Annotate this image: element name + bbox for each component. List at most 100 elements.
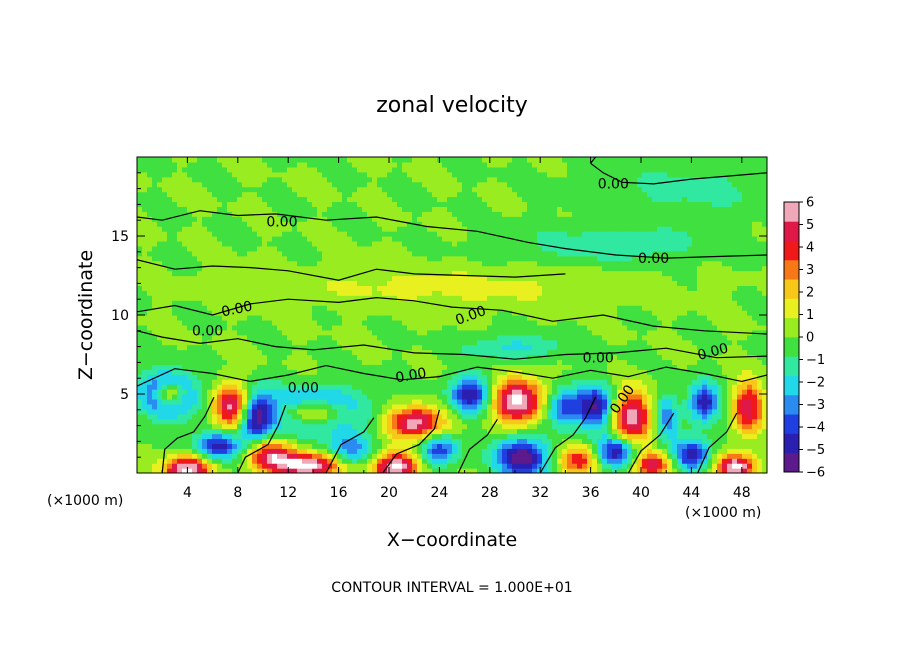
- heatmap-cell: [532, 423, 538, 430]
- heatmap-cell: [687, 418, 693, 425]
- heatmap-cell: [602, 349, 608, 356]
- heatmap-cell: [292, 458, 298, 464]
- heatmap-cell: [507, 428, 513, 435]
- heatmap-cell: [537, 290, 543, 296]
- heatmap-cell: [172, 463, 178, 469]
- heatmap-cell: [627, 398, 633, 405]
- heatmap-cell: [167, 389, 173, 395]
- heatmap-cell: [592, 324, 598, 331]
- heatmap-cell: [232, 468, 238, 473]
- heatmap-cell: [467, 408, 473, 415]
- heatmap-cell: [212, 458, 218, 464]
- heatmap-cell: [472, 290, 478, 296]
- heatmap-cell: [502, 349, 508, 356]
- heatmap-cell: [547, 379, 553, 385]
- heatmap-cell: [482, 295, 488, 301]
- heatmap-cell: [362, 443, 368, 449]
- heatmap-cell: [182, 300, 188, 306]
- heatmap-cell: [222, 339, 228, 346]
- heatmap-cell: [537, 300, 543, 306]
- heatmap-cell: [327, 428, 333, 435]
- heatmap-cell: [252, 324, 258, 331]
- heatmap-cell: [327, 339, 333, 346]
- heatmap-cell: [632, 339, 638, 346]
- heatmap-cell: [642, 280, 648, 286]
- heatmap-cell: [427, 468, 433, 473]
- heatmap-cell: [497, 300, 503, 306]
- heatmap-cell: [147, 394, 153, 400]
- heatmap-cell: [172, 408, 178, 415]
- heatmap-cell: [657, 334, 663, 341]
- heatmap-cell: [552, 295, 558, 301]
- heatmap-cell: [502, 369, 508, 375]
- heatmap-cell: [472, 369, 478, 375]
- heatmap-cell: [657, 413, 663, 420]
- heatmap-cell: [657, 324, 663, 331]
- heatmap-cell: [642, 344, 648, 351]
- heatmap-cell: [667, 463, 673, 469]
- heatmap-cell: [252, 443, 258, 449]
- heatmap-cell: [412, 463, 418, 469]
- heatmap-cell: [312, 300, 318, 306]
- heatmap-cell: [652, 448, 658, 454]
- heatmap-cell: [327, 349, 333, 356]
- heatmap-cell: [417, 275, 423, 282]
- heatmap-cell: [542, 379, 548, 385]
- heatmap-cell: [607, 315, 613, 321]
- heatmap-cell: [427, 315, 433, 321]
- heatmap-cell: [337, 418, 343, 425]
- heatmap-cell: [202, 344, 208, 351]
- heatmap-cell: [207, 453, 213, 459]
- heatmap-cell: [287, 448, 293, 454]
- heatmap-cell: [467, 329, 473, 336]
- heatmap-cell: [597, 285, 603, 291]
- heatmap-cell: [747, 443, 753, 449]
- heatmap-cell: [657, 438, 663, 444]
- heatmap-cell: [507, 468, 513, 473]
- heatmap-cell: [617, 418, 623, 425]
- heatmap-cell: [472, 418, 478, 425]
- heatmap-cell: [422, 384, 428, 390]
- heatmap-cell: [592, 428, 598, 435]
- heatmap-cell: [357, 334, 363, 341]
- heatmap-cell: [282, 300, 288, 306]
- heatmap-cell: [412, 359, 418, 365]
- heatmap-cell: [177, 394, 183, 400]
- heatmap-cell: [317, 275, 323, 282]
- heatmap-cell: [462, 344, 468, 351]
- heatmap-cell: [622, 438, 628, 444]
- heatmap-cell: [167, 334, 173, 341]
- heatmap-cell: [707, 290, 713, 296]
- heatmap-cell: [552, 280, 558, 286]
- heatmap-cell: [742, 344, 748, 351]
- heatmap-cell: [567, 389, 573, 395]
- heatmap-cell: [357, 418, 363, 425]
- heatmap-cell: [687, 319, 693, 326]
- heatmap-cell: [382, 458, 388, 464]
- heatmap-cell: [332, 433, 338, 440]
- heatmap-cell: [252, 364, 258, 370]
- heatmap-cell: [452, 339, 458, 346]
- heatmap-cell: [682, 319, 688, 326]
- heatmap-cell: [457, 339, 463, 346]
- heatmap-cell: [167, 329, 173, 336]
- heatmap-cell: [432, 379, 438, 385]
- heatmap-cell: [702, 389, 708, 395]
- heatmap-cell: [667, 285, 673, 291]
- heatmap-cell: [592, 295, 598, 301]
- heatmap-cell: [442, 428, 448, 435]
- heatmap-cell: [487, 389, 493, 395]
- heatmap-cell: [727, 315, 733, 321]
- heatmap-cell: [437, 290, 443, 296]
- heatmap-cell: [187, 433, 193, 440]
- heatmap-cell: [697, 280, 703, 286]
- heatmap-cell: [142, 324, 148, 331]
- heatmap-cell: [402, 295, 408, 301]
- heatmap-cell: [307, 374, 313, 380]
- heatmap-cell: [472, 315, 478, 321]
- heatmap-cell: [587, 463, 593, 469]
- heatmap-cell: [222, 408, 228, 415]
- heatmap-cell: [607, 468, 613, 473]
- heatmap-cell: [687, 280, 693, 286]
- heatmap-cell: [502, 408, 508, 415]
